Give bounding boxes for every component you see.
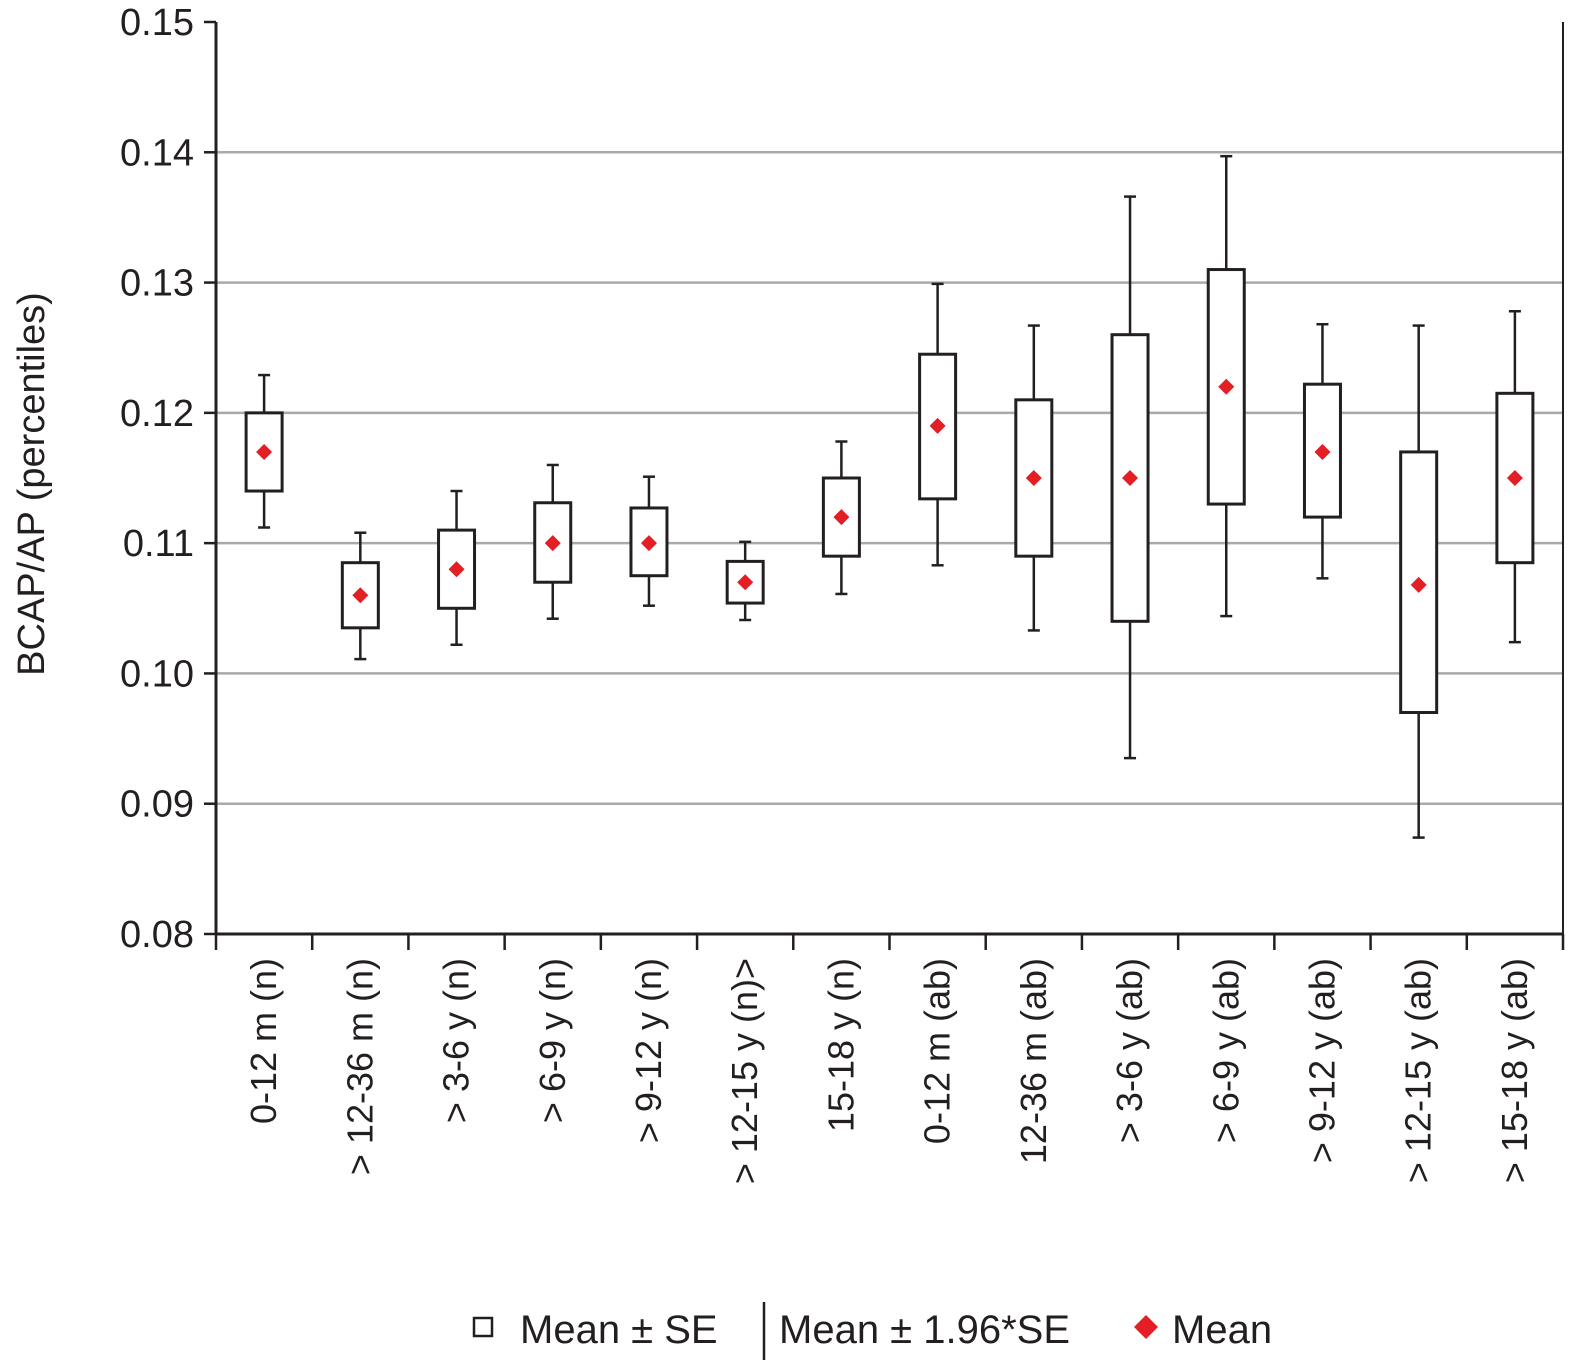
box-group (1206, 154, 1246, 618)
se-box (533, 501, 573, 584)
plot-area (244, 154, 1535, 839)
box-group (629, 475, 669, 607)
y-tick-label: 0.10 (120, 653, 194, 695)
mean-marker (1025, 470, 1042, 486)
box-group (244, 373, 284, 529)
mean-marker (256, 443, 273, 460)
x-tick-label: > 6-9 y (ab) (1205, 958, 1246, 1143)
box-group (725, 540, 765, 622)
box-group (918, 282, 958, 567)
legend-whisker-label: Mean ± 1.96*SE (779, 1308, 1070, 1352)
x-tick-label: > 9-12 y (n) (628, 958, 669, 1143)
se-box (725, 559, 765, 605)
mean-marker (544, 535, 561, 552)
mean-marker (737, 574, 754, 591)
legend-mean-label: Mean (1172, 1308, 1272, 1352)
mean-marker (448, 561, 465, 578)
box-group (1014, 324, 1054, 632)
y-tick-label: 0.11 (123, 523, 194, 565)
legend-box-swatch (472, 1316, 494, 1338)
legend-box-label: Mean ± SE (520, 1308, 718, 1352)
x-tick-label: 15-18 y (n) (820, 958, 861, 1132)
gridlines (216, 151, 1563, 805)
box-group (1110, 195, 1150, 760)
mean-marker (640, 535, 657, 552)
x-tick-label: > 15-18 y (ab) (1494, 958, 1535, 1183)
mean-marker (1410, 576, 1427, 593)
x-tick-label: > 12-15 y (n)> (724, 958, 765, 1184)
mean-marker (1122, 470, 1139, 486)
mean-marker (1314, 443, 1331, 460)
x-tick-label: > 3-6 y (n) (436, 958, 477, 1123)
legend: Mean ± SE Mean ± 1.96*SE Mean (472, 1302, 1272, 1360)
x-tick-label: 0-12 m (n) (243, 958, 284, 1124)
box-group (1302, 323, 1342, 580)
y-tick-label: 0.15 (120, 2, 194, 44)
box-group (340, 531, 380, 661)
x-axis: 0-12 m (n) > 12-36 m (n) > 3-6 y (n) > 6-9 … (214, 22, 1565, 1184)
x-tick-label: > 3-6 y (ab) (1109, 958, 1150, 1143)
box-group (533, 463, 573, 620)
y-axis: 0.08 0.09 0.10 0.11 0.12 0.13 0.14 0.15 (120, 2, 218, 956)
mean-marker (352, 587, 369, 604)
mean-marker (1218, 378, 1235, 395)
box-group (437, 489, 477, 647)
x-tick-label: > 12-15 y (ab) (1398, 958, 1439, 1183)
box-group (1495, 309, 1535, 644)
box-group (821, 440, 861, 596)
mean-marker (833, 509, 850, 526)
x-tick-label: > 6-9 y (n) (532, 958, 573, 1123)
y-tick-label: 0.08 (120, 914, 194, 956)
se-box (1302, 382, 1342, 519)
y-axis-label: BCAP/AP (percentiles) (11, 292, 53, 676)
box-group (1399, 324, 1439, 839)
y-tick-label: 0.14 (120, 132, 194, 174)
mean-marker (929, 417, 946, 434)
x-tick-label: 12-36 m (ab) (1013, 958, 1054, 1164)
x-tick-label: > 12-36 m (n) (339, 958, 380, 1175)
y-tick-label: 0.09 (120, 784, 194, 826)
mean-marker (1506, 470, 1523, 486)
legend-mean-swatch (1134, 1315, 1158, 1339)
x-tick-label: > 9-12 y (ab) (1301, 958, 1342, 1163)
x-tick-label: 0-12 m (ab) (917, 958, 958, 1144)
y-tick-label: 0.13 (120, 263, 194, 305)
y-tick-label: 0.12 (120, 393, 194, 435)
